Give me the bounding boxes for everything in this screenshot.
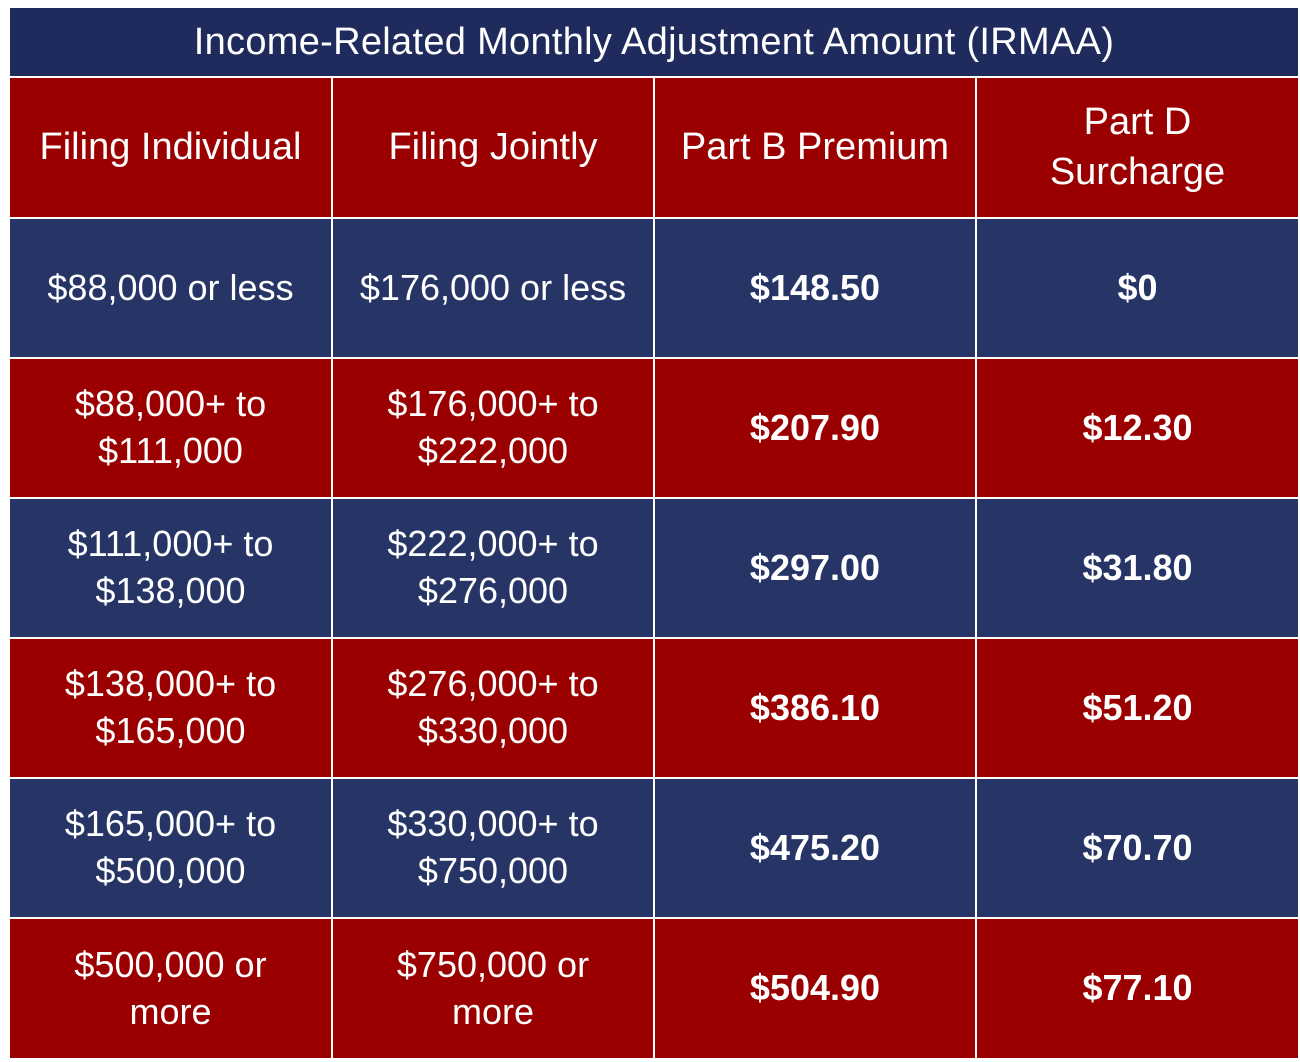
cell-line1: $750,000 or (396, 943, 590, 985)
cell-line2: $500,000 (95, 850, 246, 891)
cell-filing-jointly: $276,000+ to $330,000 (331, 637, 655, 779)
cell-filing-jointly: $176,000 or less (331, 217, 655, 359)
cell-line1: $111,000+ to (67, 523, 274, 565)
cell-part-d-surcharge: $31.80 (975, 497, 1298, 639)
table-row: $111,000+ to $138,000 $222,000+ to $276,00… (10, 497, 1298, 639)
cell-line1: $176,000 or less (359, 266, 627, 308)
header-part-d-line2: Surcharge (1049, 150, 1226, 193)
header-filing-individual: Filing Individual (10, 78, 333, 219)
cell-part-b-premium: $504.90 (653, 917, 977, 1058)
cell-line1: $500,000 or (74, 943, 267, 985)
cell-filing-individual: $88,000+ to $111,000 (10, 357, 333, 499)
cell-part-b-premium: $475.20 (653, 777, 977, 919)
table-body: $88,000 or less $176,000 or less $148.50… (10, 217, 1298, 1058)
cell-filing-jointly: $330,000+ to $750,000 (331, 777, 655, 919)
cell-line1: $88,000 or less (47, 266, 294, 308)
cell-filing-individual: $500,000 or more (10, 917, 333, 1058)
cell-part-b-premium: $148.50 (653, 217, 977, 359)
cell-line2: $222,000 (417, 430, 569, 471)
table-row: $88,000 or less $176,000 or less $148.50… (10, 217, 1298, 359)
irmaa-table: Filing Individual Filing Jointly Part B … (10, 78, 1298, 1058)
cell-part-b-premium: $207.90 (653, 357, 977, 499)
cell-part-d-surcharge: $12.30 (975, 357, 1298, 499)
cell-filing-individual: $165,000+ to $500,000 (10, 777, 333, 919)
cell-part-d-surcharge: $51.20 (975, 637, 1298, 779)
header-part-b-premium: Part B Premium (653, 78, 977, 219)
table-row: $165,000+ to $500,000 $330,000+ to $750,00… (10, 777, 1298, 919)
header-filing-jointly: Filing Jointly (331, 78, 655, 219)
cell-line1: $88,000+ to (74, 383, 267, 425)
cell-line2: $330,000 (417, 710, 569, 751)
cell-filing-jointly: $750,000 or more (331, 917, 655, 1058)
cell-part-b-premium: $386.10 (653, 637, 977, 779)
cell-line1: $276,000+ to (387, 663, 599, 705)
header-row: Filing Individual Filing Jointly Part B … (10, 78, 1298, 219)
cell-line2: $750,000 (417, 850, 569, 891)
cell-line1: $138,000+ to (64, 663, 277, 705)
table-row: $500,000 or more $750,000 or more $504.90 … (10, 917, 1298, 1058)
cell-line2: more (451, 990, 535, 1032)
cell-part-b-premium: $297.00 (653, 497, 977, 639)
irmaa-table-container: Income-Related Monthly Adjustment Amount… (10, 8, 1298, 1058)
cell-line1: $330,000+ to (387, 803, 599, 845)
cell-filing-jointly: $176,000+ to $222,000 (331, 357, 655, 499)
cell-line2: more (129, 990, 212, 1032)
cell-line2: $165,000 (95, 710, 246, 751)
cell-part-d-surcharge: $0 (975, 217, 1298, 359)
cell-filing-jointly: $222,000+ to $276,000 (331, 497, 655, 639)
header-part-d-line1: Part D (1083, 101, 1192, 144)
cell-line2: $111,000 (98, 430, 243, 471)
cell-line2: $138,000 (95, 570, 246, 611)
table-row: $88,000+ to $111,000 $176,000+ to $222,000… (10, 357, 1298, 499)
cell-filing-individual: $111,000+ to $138,000 (10, 497, 333, 639)
cell-line1: $176,000+ to (387, 383, 599, 425)
header-part-d-surcharge: Part D Surcharge (975, 78, 1298, 219)
cell-filing-individual: $88,000 or less (10, 217, 333, 359)
cell-line1: $165,000+ to (64, 803, 277, 845)
cell-filing-individual: $138,000+ to $165,000 (10, 637, 333, 779)
cell-line1: $222,000+ to (387, 523, 599, 565)
cell-part-d-surcharge: $70.70 (975, 777, 1298, 919)
table-title: Income-Related Monthly Adjustment Amount… (10, 8, 1298, 78)
table-row: $138,000+ to $165,000 $276,000+ to $330,00… (10, 637, 1298, 779)
cell-line2: $276,000 (417, 570, 569, 611)
cell-part-d-surcharge: $77.10 (975, 917, 1298, 1058)
